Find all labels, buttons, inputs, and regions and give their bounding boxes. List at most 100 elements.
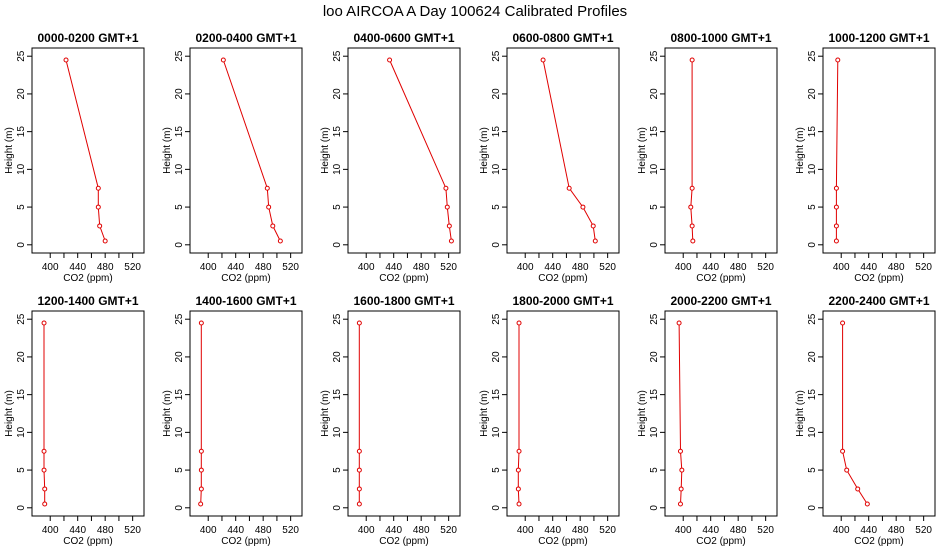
y-tick-label: 0 — [491, 242, 502, 248]
y-tick-label: 10 — [174, 426, 185, 438]
y-tick-label: 5 — [807, 467, 818, 473]
profile-point — [844, 467, 850, 473]
y-tick-label: 0 — [491, 505, 502, 511]
x-tick-label: 520 — [599, 525, 616, 536]
profile-point — [833, 223, 839, 229]
x-tick-label: 400 — [358, 525, 375, 536]
profile-point — [266, 204, 272, 210]
profile-point — [689, 57, 695, 63]
x-axis-label: CO2 (ppm) — [854, 536, 903, 547]
profile-point — [220, 57, 226, 63]
y-tick-label: 15 — [807, 389, 818, 401]
y-tick-label: 15 — [174, 389, 185, 401]
panel-4: 0600-0800 GMT+1 0 5 10 15 20 25 400 440 480 520 CO2… — [479, 31, 620, 284]
y-tick-label: 0 — [649, 242, 660, 248]
x-tick-label: 440 — [227, 262, 244, 273]
profile-point — [42, 501, 48, 507]
panel-title: 0000-0200 GMT+1 — [37, 31, 138, 45]
profile-point — [833, 204, 839, 210]
x-tick-label: 520 — [757, 262, 774, 273]
profile-line — [222, 59, 281, 242]
profile-point — [198, 501, 204, 507]
x-tick-label: 520 — [440, 262, 457, 273]
profile-point — [676, 320, 682, 326]
y-tick-label: 25 — [807, 313, 818, 325]
y-tick-label: 10 — [491, 426, 502, 438]
plot-frame — [31, 47, 145, 254]
x-tick-label: 480 — [255, 525, 272, 536]
profile-point — [516, 448, 522, 454]
y-tick-label: 10 — [491, 163, 502, 175]
profile-point — [515, 486, 521, 492]
panel-title: 2000-2200 GMT+1 — [670, 294, 771, 308]
profile-point — [833, 185, 839, 191]
profile-point — [515, 467, 521, 473]
y-tick-label: 5 — [332, 204, 343, 210]
x-tick-label: 400 — [517, 525, 534, 536]
plot-frame — [664, 47, 778, 254]
x-tick-label: 440 — [544, 525, 561, 536]
y-tick-label: 20 — [16, 351, 27, 363]
profile-point — [833, 238, 839, 244]
profile-point — [835, 57, 841, 63]
y-tick-label: 25 — [491, 313, 502, 325]
y-tick-label: 20 — [807, 88, 818, 100]
plot-frame — [822, 47, 936, 254]
profile-point — [264, 185, 270, 191]
panel-9: 1600-1800 GMT+1 0 5 10 15 20 25 400 440 480 520 CO2… — [320, 294, 461, 547]
profile-point — [63, 57, 69, 63]
y-tick-label: 5 — [16, 467, 27, 473]
panel-title: 0600-0800 GMT+1 — [512, 31, 613, 45]
y-tick-label: 10 — [332, 163, 343, 175]
x-tick-label: 400 — [517, 262, 534, 273]
y-tick-label: 15 — [332, 389, 343, 401]
profile-line — [835, 59, 839, 241]
y-tick-label: 20 — [174, 88, 185, 100]
y-tick-label: 0 — [16, 242, 27, 248]
y-tick-label: 10 — [332, 426, 343, 438]
x-tick-label: 440 — [860, 525, 877, 536]
profile-point — [444, 204, 450, 210]
x-tick-label: 480 — [730, 525, 747, 536]
figure-title: loo AIRCOA A Day 100624 Calibrated Profi… — [323, 3, 627, 20]
profile-point — [356, 486, 362, 492]
y-tick-label: 20 — [174, 351, 185, 363]
profile-point — [97, 223, 103, 229]
profile-point — [356, 467, 362, 473]
panel-title: 1200-1400 GMT+1 — [37, 294, 138, 308]
y-tick-label: 15 — [16, 389, 27, 401]
panel-12: 2200-2400 GMT+1 0 5 10 15 20 25 400 440 480 520 CO2… — [795, 294, 936, 547]
x-tick-label: 480 — [572, 525, 589, 536]
x-tick-label: 520 — [282, 525, 299, 536]
profile-point — [102, 238, 108, 244]
profile-line — [200, 323, 202, 505]
x-tick-label: 480 — [413, 262, 430, 273]
profile-point — [677, 448, 683, 454]
x-tick-label: 400 — [200, 262, 217, 273]
x-axis-label: CO2 (ppm) — [538, 273, 587, 284]
panel-11: 2000-2200 GMT+1 0 5 10 15 20 25 400 440 480 520 CO2… — [637, 294, 778, 547]
plot-frame — [189, 310, 303, 517]
x-axis-label: CO2 (ppm) — [63, 536, 112, 547]
y-axis-label: Height (m) — [162, 390, 173, 437]
x-tick-label: 480 — [255, 262, 272, 273]
profile-line — [690, 60, 694, 242]
x-tick-label: 520 — [915, 262, 932, 273]
panel-title: 1800-2000 GMT+1 — [512, 294, 613, 308]
profile-point — [443, 185, 449, 191]
x-tick-label: 400 — [42, 262, 59, 273]
x-tick-label: 520 — [915, 525, 932, 536]
profile-point — [42, 486, 48, 492]
panel-title: 1400-1600 GMT+1 — [195, 294, 296, 308]
profile-point — [690, 238, 696, 244]
x-tick-label: 400 — [200, 525, 217, 536]
y-tick-label: 15 — [332, 126, 343, 138]
y-axis-label: Height (m) — [637, 390, 648, 437]
y-tick-label: 20 — [649, 351, 660, 363]
y-tick-label: 20 — [332, 88, 343, 100]
profile-point — [198, 467, 204, 473]
y-tick-label: 25 — [174, 50, 185, 62]
profile-point — [679, 467, 685, 473]
x-tick-label: 480 — [572, 262, 589, 273]
